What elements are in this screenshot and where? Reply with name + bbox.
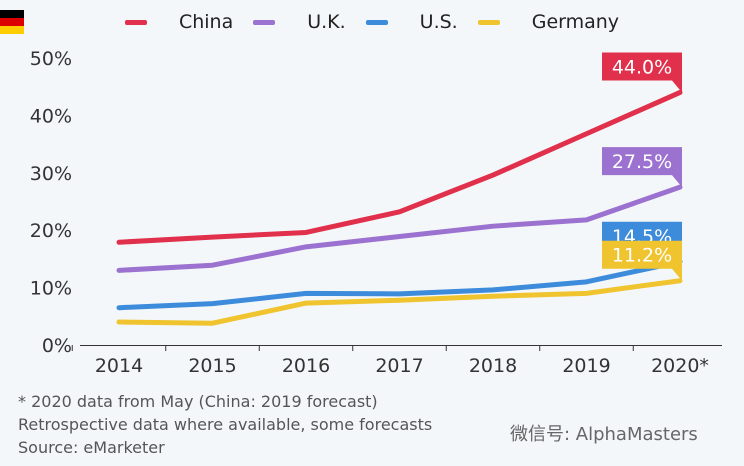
germany-flag-icon [0, 10, 528, 34]
y-tick-label: 20% [30, 220, 72, 242]
y-tick-label: 40% [30, 105, 72, 127]
y-tick-label: 0% [42, 335, 72, 357]
legend-label: Germany [531, 11, 620, 33]
legend-swatch [365, 19, 388, 25]
legend-swatch [253, 19, 276, 25]
legend-label: U.S. [419, 11, 458, 33]
source-note: Source: eMarketer [18, 438, 165, 457]
y-tick-label: 30% [30, 163, 72, 185]
retrospective-note: Retrospective data where available, some… [18, 415, 433, 434]
x-tick-label: 2017 [375, 355, 423, 377]
x-tick-label: 2018 [469, 355, 517, 377]
legend-label: U.K. [307, 11, 346, 33]
x-tick-label: 2016 [282, 355, 330, 377]
end-label-uk: 27.5% [612, 151, 672, 173]
end-label-box-germany [602, 240, 682, 281]
end-label-box-uk [602, 147, 682, 188]
y-tick-label: 10% [30, 278, 72, 300]
footnote: * 2020 data from May (China: 2019 foreca… [18, 392, 378, 411]
x-tick-label: 2019 [562, 355, 610, 377]
y-tick-label: 50% [30, 48, 72, 70]
end-label-box-china [602, 52, 682, 93]
series-line-uk [116, 184, 683, 273]
end-label-germany: 11.2% [612, 245, 672, 267]
x-tick-label: 2014 [95, 355, 143, 377]
legend-swatch [477, 19, 500, 25]
legend-swatch [124, 19, 147, 25]
x-tick-label: 2015 [188, 355, 236, 377]
x-tick-label: 2020* [651, 355, 709, 377]
end-label-china: 44.0% [612, 56, 672, 78]
watermark: 微信号: AlphaMasters [510, 424, 698, 445]
legend-label: China [178, 11, 234, 33]
series-line-china [116, 89, 683, 245]
legend-item-germany: Germany [0, 10, 620, 34]
